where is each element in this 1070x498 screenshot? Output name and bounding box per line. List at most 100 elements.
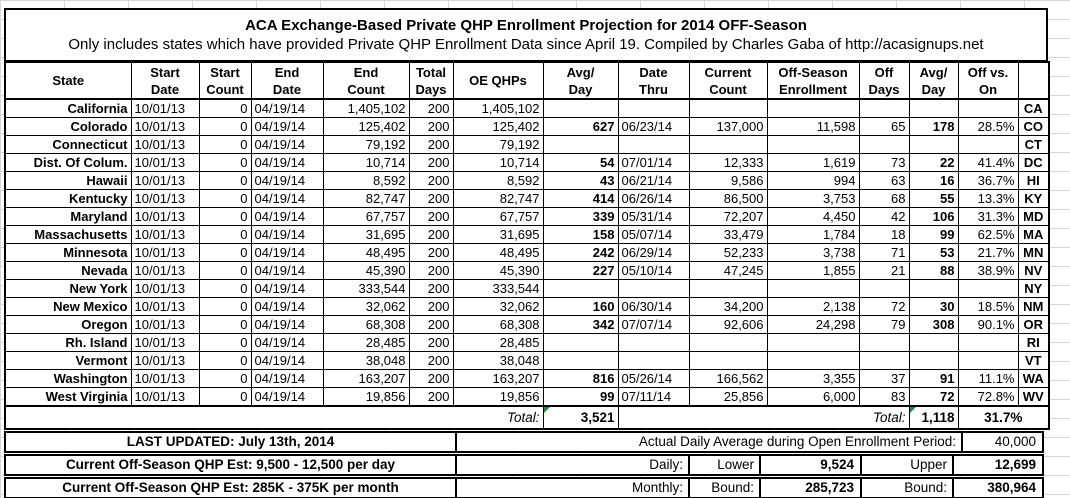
total-label-oe[interactable]: Total: [4,405,544,430]
daily-label[interactable]: Daily: [455,454,690,476]
cell[interactable] [957,98,1019,118]
cell[interactable]: 24,298 [766,315,860,334]
column-header-7[interactable]: Avg/ Day [542,61,619,100]
cell[interactable]: 242 [542,243,619,262]
cell[interactable]: Vermont [4,351,132,370]
cell[interactable]: 47,245 [688,261,768,280]
cell[interactable]: 163,207 [322,369,410,388]
cell[interactable]: 68,308 [452,315,544,334]
cell[interactable]: 54 [542,153,619,172]
cell[interactable]: 04/19/14 [250,333,324,352]
cell[interactable]: Dist. Of Colum. [4,153,132,172]
cell[interactable] [957,333,1019,352]
oe-daily-average-value[interactable]: 40,000 [961,431,1044,453]
daily-lower-bound-value[interactable]: 9,524 [759,454,862,476]
cell[interactable]: 72 [858,297,910,316]
cell[interactable]: 137,000 [688,117,768,136]
total-label-off[interactable]: Total: [617,405,910,430]
cell[interactable]: 04/19/14 [250,171,324,190]
cell[interactable]: 04/19/14 [250,261,324,280]
cell[interactable]: 73 [858,153,910,172]
cell[interactable]: 10/01/13 [130,243,200,262]
total-oe-avg-day[interactable]: 3,521 [542,405,619,430]
cell[interactable]: 71 [858,243,910,262]
cell[interactable]: 0 [198,135,252,154]
daily-estimate-banner[interactable]: Current Off-Season QHP Est: 9,500 - 12,5… [4,454,457,476]
cell[interactable]: 106 [908,207,959,226]
cell[interactable] [617,98,690,118]
cell[interactable]: 627 [542,117,619,136]
cell[interactable]: 86,500 [688,189,768,208]
cell[interactable]: 200 [408,117,454,136]
cell[interactable]: 125,402 [322,117,410,136]
cell[interactable]: 04/19/14 [250,315,324,334]
cell[interactable] [858,351,910,370]
cell[interactable]: 07/01/14 [617,153,690,172]
cell[interactable]: 0 [198,369,252,388]
cell[interactable]: 163,207 [452,369,544,388]
lower-bound-label-top[interactable]: Lower [688,454,761,476]
cell[interactable]: 90.1% [957,315,1019,334]
cell[interactable]: 48,495 [322,243,410,262]
cell[interactable]: 42 [858,207,910,226]
cell[interactable] [908,351,959,370]
cell[interactable]: Connecticut [4,135,132,154]
column-header-13[interactable]: Off vs. On [957,61,1019,100]
cell[interactable]: 200 [408,333,454,352]
cell[interactable] [858,98,910,118]
cell[interactable]: WV [1017,387,1050,407]
cell[interactable]: Nevada [4,261,132,280]
cell[interactable]: 67,757 [322,207,410,226]
cell[interactable]: 200 [408,207,454,226]
cell[interactable] [688,135,768,154]
cell[interactable]: 6,000 [766,387,860,407]
cell[interactable]: 31.3% [957,207,1019,226]
upper-bound-label-bottom[interactable]: Bound: [860,477,954,498]
cell[interactable]: 200 [408,369,454,388]
cell[interactable]: 10/01/13 [130,153,200,172]
cell[interactable]: 91 [908,369,959,388]
cell[interactable]: 1,619 [766,153,860,172]
column-header-14[interactable] [1017,61,1050,100]
cell[interactable]: 04/19/14 [250,117,324,136]
cell[interactable] [542,98,619,118]
cell[interactable]: 0 [198,98,252,118]
cell[interactable]: 04/19/14 [250,279,324,298]
cell[interactable] [858,333,910,352]
cell[interactable]: Minnesota [4,243,132,262]
cell[interactable]: 82,747 [322,189,410,208]
cell[interactable] [688,279,768,298]
cell[interactable] [617,333,690,352]
cell[interactable]: 04/19/14 [250,207,324,226]
cell[interactable] [688,333,768,352]
cell[interactable]: 06/30/14 [617,297,690,316]
cell[interactable]: 200 [408,243,454,262]
cell[interactable]: 2,138 [766,297,860,316]
cell[interactable]: 3,355 [766,369,860,388]
cell[interactable]: 0 [198,225,252,244]
cell[interactable]: MN [1017,243,1050,262]
cell[interactable]: 339 [542,207,619,226]
cell[interactable] [542,279,619,298]
cell[interactable]: HI [1017,171,1050,190]
cell[interactable]: 04/19/14 [250,297,324,316]
cell[interactable]: 92,606 [688,315,768,334]
cell[interactable]: 04/19/14 [250,98,324,118]
column-header-8[interactable]: Date Thru [617,61,690,100]
cell[interactable]: 13.3% [957,189,1019,208]
column-header-6[interactable]: OE QHPs [452,61,544,100]
cell[interactable]: 48,495 [452,243,544,262]
cell[interactable]: 99 [542,387,619,407]
cell[interactable]: 04/19/14 [250,369,324,388]
column-header-0[interactable]: State [4,61,132,100]
cell[interactable]: 28.5% [957,117,1019,136]
cell[interactable]: VT [1017,351,1050,370]
cell[interactable]: 21.7% [957,243,1019,262]
cell[interactable]: 38.9% [957,261,1019,280]
cell[interactable]: 68 [858,189,910,208]
cell[interactable]: 38,048 [322,351,410,370]
cell[interactable]: 68,308 [322,315,410,334]
cell[interactable]: 06/21/14 [617,171,690,190]
column-header-9[interactable]: Current Count [688,61,768,100]
total-off-vs-on-pct[interactable]: 31.7% [957,405,1050,430]
